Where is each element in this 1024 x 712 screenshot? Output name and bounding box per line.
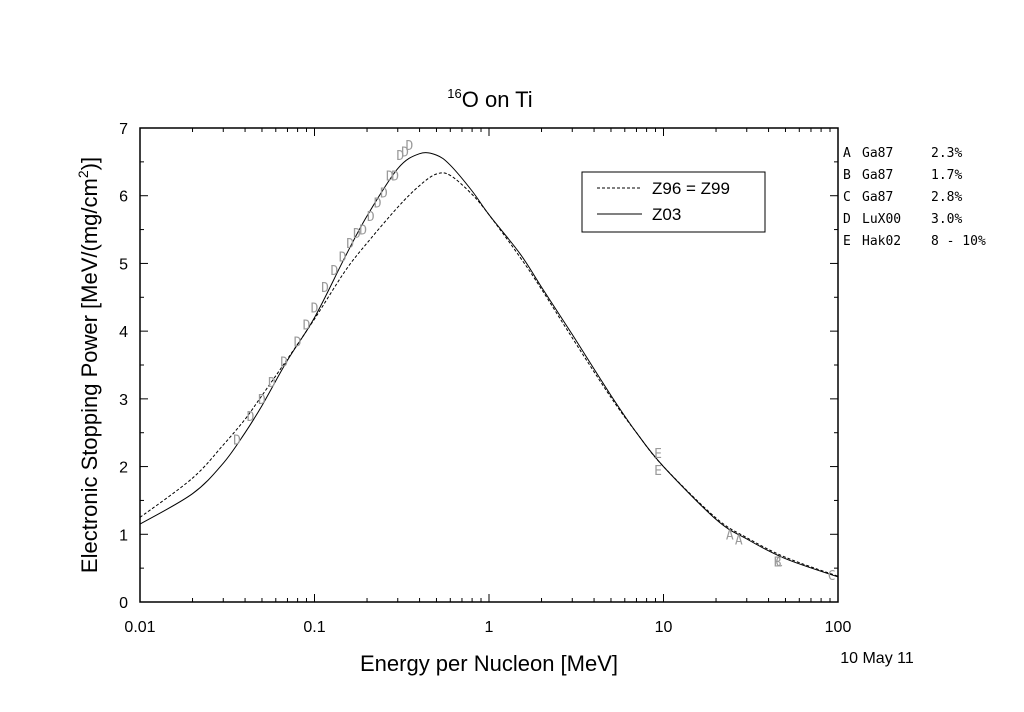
axis-ticks (139, 127, 839, 603)
measurement-point: D (233, 433, 241, 448)
reference-item: B Ga87 1.7% (843, 168, 962, 183)
measurement-point: D (247, 410, 255, 425)
reference-source: LuX00 (862, 212, 901, 227)
y-axis-title-main: Electronic Stopping Power [MeV/(mg/cm (77, 178, 102, 573)
y-tick-label: 1 (119, 527, 128, 544)
measurement-point: D (401, 146, 409, 161)
legend-label-z96: Z96 = Z99 (652, 179, 730, 198)
measurement-point: B (774, 555, 782, 570)
x-tick-label: 100 (825, 619, 852, 636)
measurement-point: D (353, 227, 361, 242)
reference-error: 3.0% (931, 212, 962, 227)
measurement-point: D (330, 264, 338, 279)
legend: Z96 = Z99 Z03 (581, 171, 766, 233)
tick-labels: 0.01 0.1 1 10 100 0 1 2 3 4 5 6 7 (119, 121, 851, 636)
y-tick-label: 2 (119, 460, 128, 477)
legend-label-z03: Z03 (652, 205, 681, 224)
reference-code: E (843, 234, 851, 249)
measurement-point: E (654, 447, 662, 462)
measurement-point: D (380, 186, 388, 201)
measurement-point: D (321, 281, 329, 296)
reference-error: 1.7% (931, 168, 962, 183)
measurement-point: C (775, 555, 783, 570)
reference-item: E Hak02 8 - 10% (843, 234, 986, 249)
y-axis-title-end: )] (77, 157, 102, 170)
measurement-point: C (828, 569, 836, 584)
measurement-point: D (280, 356, 288, 371)
reference-item: C Ga87 2.8% (843, 190, 962, 205)
measurement-point: D (396, 149, 404, 164)
legend-box (581, 171, 766, 233)
reference-source: Ga87 (862, 168, 893, 183)
measurement-point: D (346, 237, 354, 252)
measurement-point: D (303, 318, 311, 333)
y-tick-label: 5 (119, 256, 128, 273)
measurement-point: D (391, 169, 399, 184)
measurement-point: A (735, 534, 743, 549)
reference-item: D LuX00 3.0% (843, 212, 962, 227)
y-axis-title: Electronic Stopping Power [MeV/(mg/cm2)] (75, 157, 102, 573)
x-tick-label: 10 (655, 619, 673, 636)
y-tick-label: 7 (119, 121, 128, 138)
curves (139, 152, 839, 578)
reference-code: A (843, 146, 851, 161)
chart-title-superscript: 16 (447, 86, 461, 101)
measurement-point: A (726, 528, 734, 543)
measurement-point: D (311, 301, 319, 316)
measurement-point: D (294, 335, 302, 350)
series-z96-z99-line (139, 172, 839, 577)
x-tick-label: 1 (485, 619, 494, 636)
reference-list: A Ga87 2.3% B Ga87 1.7% C Ga87 2.8% D LuX00 3.0% E Ha… (843, 146, 986, 249)
reference-source: Ga87 (862, 190, 893, 205)
y-tick-label: 3 (119, 392, 128, 409)
reference-error: 2.3% (931, 146, 962, 161)
measurement-point: D (367, 210, 375, 225)
measurement-point: D (386, 169, 394, 184)
measurement-point: D (339, 251, 347, 266)
measurement-point: D (374, 196, 382, 211)
reference-code: B (843, 168, 851, 183)
y-axis-title-superscript: 2 (75, 170, 91, 178)
y-tick-label: 6 (119, 189, 128, 206)
reference-code: C (843, 190, 851, 205)
reference-error: 2.8% (931, 190, 962, 205)
measurement-point: D (258, 393, 266, 408)
measurement-point: E (654, 464, 662, 479)
reference-code: D (843, 212, 851, 227)
chart-title: 16O on Ti (447, 86, 532, 112)
y-tick-label: 4 (119, 324, 128, 341)
measurement-point: D (406, 139, 414, 154)
x-tick-label: 0.01 (124, 619, 155, 636)
y-tick-label: 0 (119, 595, 128, 612)
measurement-point: D (268, 376, 276, 391)
series-z03-line (139, 152, 839, 578)
reference-source: Ga87 (862, 146, 893, 161)
x-axis-title: Energy per Nucleon [MeV] (360, 651, 618, 676)
reference-source: Hak02 (862, 234, 901, 249)
date-label: 10 May 11 (840, 650, 914, 667)
reference-item: A Ga87 2.3% (843, 146, 962, 161)
chart-title-main: O on Ti (462, 87, 533, 112)
measurement-point: D (359, 224, 367, 239)
reference-error: 8 - 10% (931, 234, 986, 249)
x-tick-label: 0.1 (303, 619, 325, 636)
